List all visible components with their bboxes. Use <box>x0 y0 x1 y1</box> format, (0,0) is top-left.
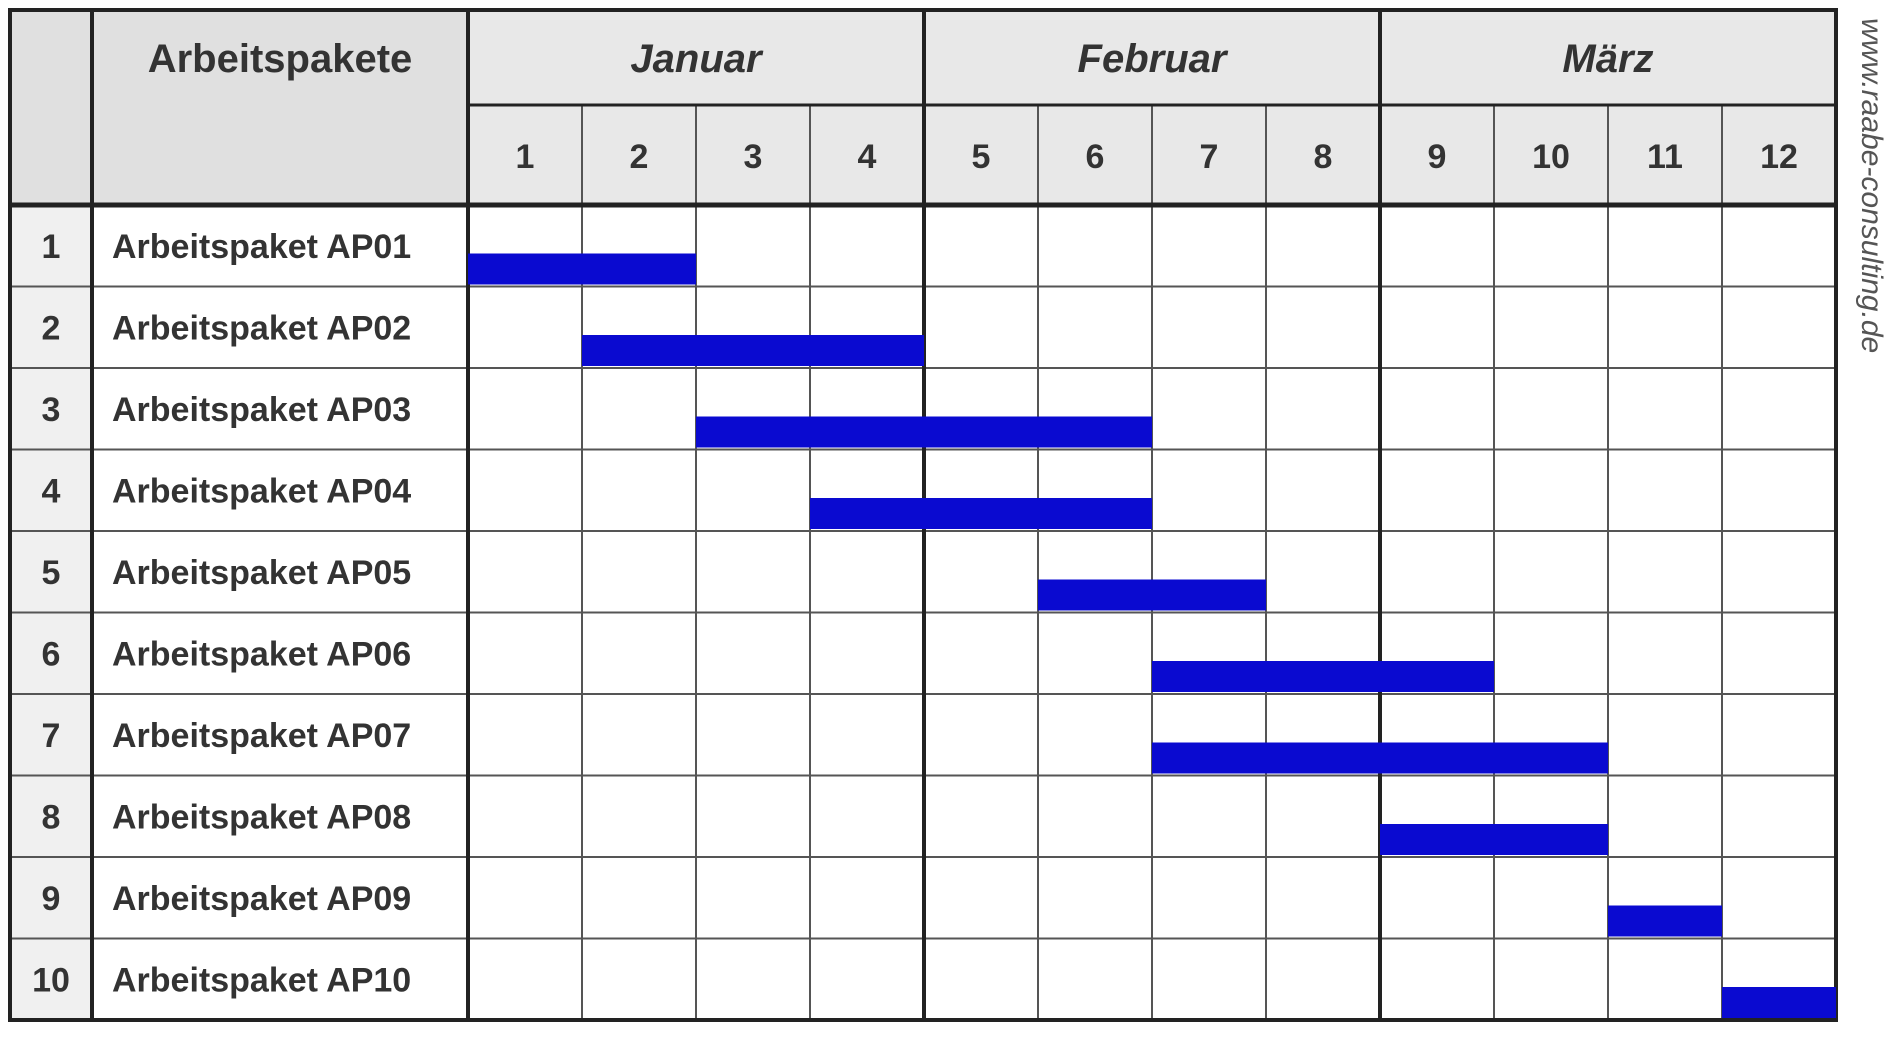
task-name-10: Arbeitspaket AP10 <box>112 961 411 999</box>
row-number-1: 1 <box>42 228 61 266</box>
task-column-header: Arbeitspakete <box>148 37 413 81</box>
task-name-9: Arbeitspaket AP09 <box>112 880 411 918</box>
week-label-8: 8 <box>1314 138 1333 176</box>
task-bar-9 <box>1608 905 1722 937</box>
row-number-8: 8 <box>42 798 61 836</box>
task-name-6: Arbeitspaket AP06 <box>112 635 411 673</box>
row-number-6: 6 <box>42 635 61 673</box>
task-name-2: Arbeitspaket AP02 <box>112 309 411 347</box>
row-number-5: 5 <box>42 554 61 592</box>
week-label-10: 10 <box>1532 138 1570 176</box>
month-label-1: Januar <box>630 37 764 81</box>
task-name-1: Arbeitspaket AP01 <box>112 228 411 266</box>
task-bar-7 <box>1152 742 1608 774</box>
row-number-9: 9 <box>42 880 61 918</box>
month-headers: Januar Februar März <box>630 37 1653 81</box>
week-label-7: 7 <box>1200 138 1219 176</box>
task-bar-4 <box>810 498 1152 529</box>
week-headers: 1 2 3 4 5 6 7 8 9 10 11 12 <box>516 138 1798 176</box>
task-name-4: Arbeitspaket AP04 <box>112 472 411 510</box>
week-label-9: 9 <box>1428 138 1447 176</box>
task-name-7: Arbeitspaket AP07 <box>112 717 411 755</box>
week-label-11: 11 <box>1647 138 1683 176</box>
task-column-header-cell <box>92 10 468 205</box>
week-label-1: 1 <box>516 138 535 176</box>
task-name-8: Arbeitspaket AP08 <box>112 798 411 836</box>
task-name-5: Arbeitspaket AP05 <box>112 554 411 592</box>
chart-frame <box>8 8 1838 1022</box>
row-number-7: 7 <box>42 717 61 755</box>
week-label-4: 4 <box>858 138 877 176</box>
task-bar-5 <box>1038 579 1266 611</box>
watermark-text: www.raabe-consulting.de <box>1855 18 1888 353</box>
row-number-2: 2 <box>42 309 61 347</box>
row-number-4: 4 <box>42 472 61 510</box>
task-bar-3 <box>696 416 1152 448</box>
row-number-10: 10 <box>32 961 70 999</box>
month-label-2: Februar <box>1078 37 1229 81</box>
week-label-6: 6 <box>1086 138 1105 176</box>
task-bar-6 <box>1152 661 1494 692</box>
task-rows: 1 Arbeitspaket AP01 2 Arbeitspaket AP02 3 Arb… <box>32 228 411 1000</box>
month-label-3: März <box>1562 37 1653 81</box>
week-label-12: 12 <box>1760 138 1798 176</box>
task-bar-1 <box>468 253 696 285</box>
week-label-5: 5 <box>972 138 991 176</box>
corner-header-cell <box>10 10 92 205</box>
task-bar-10 <box>1722 987 1836 1018</box>
week-label-2: 2 <box>630 138 649 176</box>
week-label-3: 3 <box>744 138 763 176</box>
task-bars <box>468 253 1836 1018</box>
task-bar-8 <box>1380 824 1608 855</box>
row-number-3: 3 <box>42 391 61 429</box>
task-bar-2 <box>582 335 924 366</box>
task-name-3: Arbeitspaket AP03 <box>112 391 411 429</box>
grid-lines <box>8 8 1838 1022</box>
